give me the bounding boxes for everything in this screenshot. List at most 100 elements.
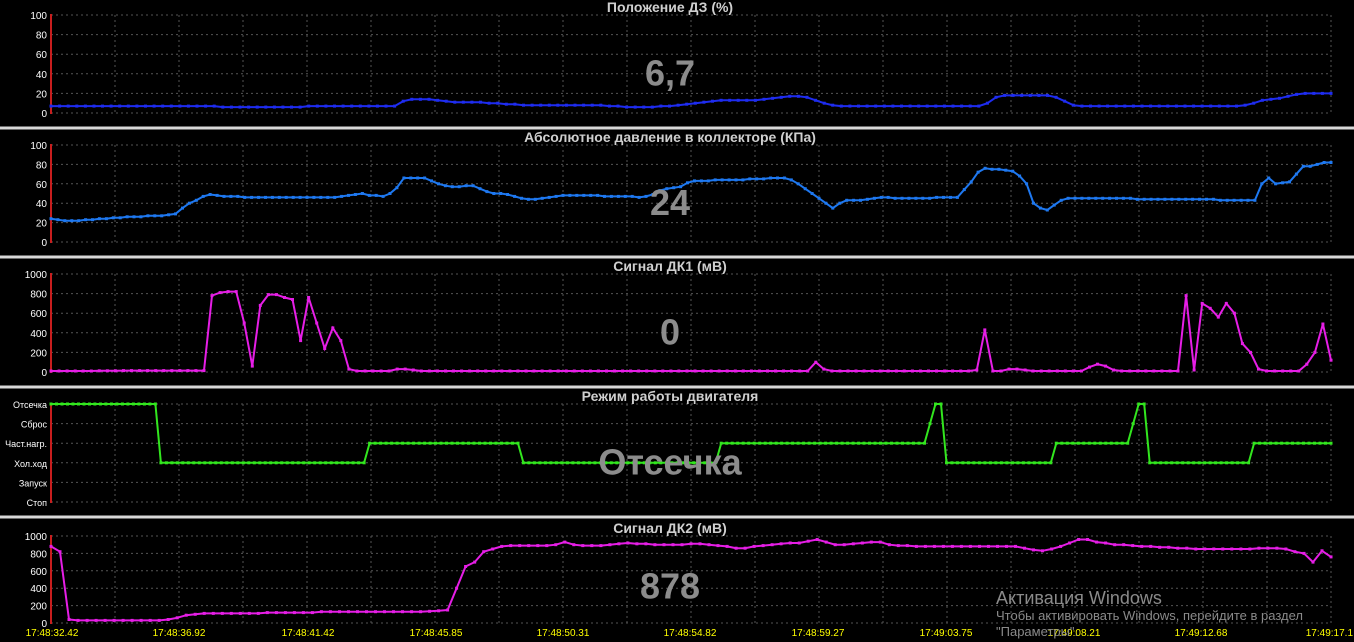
chart-panel-5: 0 200 400 600 800 1000 Сигнал ДК2 (мВ) 878: [25, 520, 1333, 630]
data-point: [284, 195, 288, 199]
time-axis-label: 17:48:59.27: [792, 628, 845, 639]
data-point: [410, 97, 414, 101]
data-point: [1320, 549, 1324, 553]
data-point: [907, 196, 911, 200]
data-point: [435, 369, 439, 373]
data-point: [572, 543, 576, 547]
data-point: [769, 441, 773, 445]
watermark-title: Активация Windows: [996, 588, 1162, 608]
data-point: [1321, 322, 1325, 326]
data-point: [833, 543, 837, 547]
data-point: [1128, 369, 1132, 373]
data-point: [745, 98, 749, 102]
data-point: [814, 98, 818, 102]
data-point: [186, 104, 190, 108]
data-point: [580, 369, 584, 373]
data-point: [1221, 547, 1225, 551]
data-point: [609, 194, 613, 198]
data-point: [167, 213, 171, 217]
data-point: [994, 461, 998, 465]
data-point: [1208, 461, 1212, 465]
data-point: [1312, 91, 1316, 95]
data-point: [662, 543, 666, 547]
data-point: [384, 441, 388, 445]
time-axis-label: 17:49:12.68: [1175, 628, 1228, 639]
data-point: [659, 461, 663, 465]
data-point: [543, 461, 547, 465]
data-point: [437, 609, 441, 613]
data-point: [603, 194, 606, 198]
data-point: [860, 541, 864, 545]
data-point: [154, 369, 158, 373]
data-point: [951, 104, 955, 108]
data-point: [1025, 182, 1029, 186]
data-point: [1192, 104, 1196, 108]
data-point: [637, 369, 641, 373]
data-point: [587, 461, 591, 465]
data-point: [1191, 197, 1195, 201]
y-tick-label: 60: [36, 50, 48, 61]
data-point: [857, 441, 861, 445]
data-point: [1293, 550, 1297, 554]
time-axis-label: 17:49:17.1: [1306, 628, 1354, 639]
data-point: [752, 544, 756, 548]
y-tick-label: 200: [30, 348, 47, 359]
data-point: [983, 461, 987, 465]
data-point: [92, 104, 96, 108]
data-point: [991, 369, 995, 373]
data-point: [1269, 441, 1273, 445]
data-point: [1303, 91, 1307, 95]
data-point: [1263, 441, 1267, 445]
data-point: [1258, 441, 1262, 445]
data-point: [1156, 197, 1160, 201]
time-axis-label: 17:49:08.21: [1048, 628, 1101, 639]
data-point: [350, 104, 354, 108]
data-point: [806, 539, 810, 543]
data-point: [631, 461, 635, 465]
data-point: [1197, 461, 1201, 465]
y-tick-label: Хол.ход: [14, 459, 48, 469]
data-point: [126, 104, 130, 108]
data-point: [77, 219, 81, 223]
data-point: [761, 544, 765, 548]
data-point: [222, 194, 226, 198]
data-point: [1217, 104, 1221, 108]
data-point: [1115, 196, 1118, 200]
data-point: [1136, 369, 1140, 373]
data-point: [822, 367, 826, 371]
data-point: [658, 189, 662, 193]
data-point: [1240, 342, 1244, 346]
data-point: [401, 99, 405, 103]
data-point: [1324, 441, 1327, 445]
data-point: [873, 441, 877, 445]
data-point: [1131, 104, 1135, 108]
data-point: [717, 369, 721, 373]
data-point: [905, 544, 909, 548]
data-point: [685, 102, 689, 106]
data-point: [406, 441, 410, 445]
data-point: [423, 176, 427, 180]
data-point: [568, 193, 572, 197]
data-point: [1087, 441, 1091, 445]
data-point: [1007, 367, 1011, 371]
data-point: [681, 461, 685, 465]
data-point: [197, 461, 201, 465]
data-point: [588, 369, 592, 373]
data-point: [347, 367, 351, 371]
data-point: [418, 97, 422, 101]
y-tick-label: 20: [36, 89, 48, 100]
data-point: [234, 290, 238, 294]
data-point: [932, 544, 936, 548]
data-point: [540, 369, 544, 373]
data-point: [983, 328, 987, 332]
data-point: [49, 369, 53, 373]
data-point: [49, 402, 53, 406]
data-point: [605, 369, 608, 373]
data-point: [556, 103, 560, 107]
data-point: [968, 544, 972, 548]
data-point: [1318, 441, 1322, 445]
data-point: [247, 611, 251, 615]
data-point: [138, 369, 142, 373]
data-point: [1177, 197, 1181, 201]
data-point: [1205, 197, 1208, 201]
